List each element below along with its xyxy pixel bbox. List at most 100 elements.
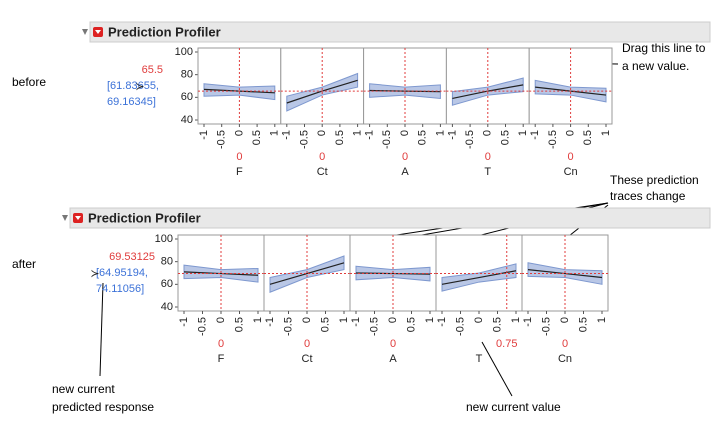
factor-name: A — [401, 166, 409, 178]
x-tick-label: -0.5 — [464, 130, 476, 149]
current-value[interactable]: 0 — [236, 151, 242, 163]
predicted-response: 65.5 — [142, 64, 163, 76]
current-value[interactable]: 0 — [304, 338, 310, 350]
x-tick-label: 1 — [510, 317, 522, 323]
current-value[interactable]: 0 — [218, 338, 224, 350]
response-marker: ≻ — [90, 268, 99, 280]
y-tick-label: 100 — [175, 46, 193, 58]
x-tick-label: 0 — [399, 130, 411, 136]
x-tick-label: -1 — [364, 130, 376, 140]
x-tick-label: 1 — [424, 317, 436, 323]
factor-name: F — [236, 166, 243, 178]
disclosure-icon[interactable] — [62, 215, 68, 221]
x-tick-label: 0 — [233, 130, 245, 136]
x-tick-label: 0.5 — [334, 130, 346, 145]
x-tick-label: 0.5 — [405, 317, 417, 332]
prediction-trace — [269, 262, 345, 285]
x-tick-label: -0.5 — [196, 317, 208, 336]
x-tick-label: 0.5 — [417, 130, 429, 145]
x-tick-label: 0 — [316, 130, 328, 136]
x-tick-label: 0 — [565, 130, 577, 136]
annotation: predicted response — [52, 400, 154, 414]
profiler-title: Prediction Profiler — [108, 24, 221, 39]
current-value[interactable]: 0 — [402, 151, 408, 163]
prediction-trace — [527, 269, 603, 279]
factor-name: A — [389, 353, 397, 365]
prediction-interval: 74.11056] — [96, 283, 144, 295]
header-bar — [89, 21, 711, 43]
prediction-trace — [441, 270, 517, 285]
annotation: new current value — [466, 400, 561, 414]
x-tick-label: -1 — [529, 130, 541, 140]
current-value[interactable]: 0 — [319, 151, 325, 163]
x-tick-label: 0.5 — [491, 317, 503, 332]
y-tick-label: 80 — [181, 69, 193, 81]
x-tick-label: 0.5 — [582, 130, 594, 145]
annotation: new current — [52, 382, 115, 396]
x-tick-label: 0 — [387, 317, 399, 323]
x-tick-label: -0.5 — [540, 317, 552, 336]
x-tick-label: 1 — [338, 317, 350, 323]
x-tick-label: -0.5 — [454, 317, 466, 336]
annotation: a new value. — [622, 59, 689, 73]
x-tick-label: -0.5 — [381, 130, 393, 149]
x-tick-label: 0 — [482, 130, 494, 136]
x-tick-label: -1 — [264, 317, 276, 327]
predicted-response: 69.53125 — [109, 251, 155, 263]
disclosure-icon[interactable] — [82, 29, 88, 35]
x-tick-label: 0.5 — [499, 130, 511, 145]
factor-name: T — [476, 353, 483, 365]
current-value[interactable]: 0 — [485, 151, 491, 163]
prediction-interval: 69.16345] — [107, 96, 156, 108]
menu-arrow — [95, 30, 101, 34]
x-tick-label: 1 — [269, 130, 281, 136]
y-tick-label: 40 — [161, 301, 173, 313]
factor-name: Cn — [558, 353, 572, 365]
x-tick-label: -1 — [446, 130, 458, 140]
x-tick-label: 0 — [559, 317, 571, 323]
x-tick-label: 0.5 — [577, 317, 589, 332]
profiler-title: Prediction Profiler — [88, 210, 201, 225]
y-tick-label: 60 — [161, 278, 173, 290]
annotation: traces change — [610, 189, 686, 203]
factor-name: Cn — [564, 166, 578, 178]
x-tick-label: 1 — [252, 317, 264, 323]
x-tick-label: 0 — [215, 317, 227, 323]
x-tick-label: -0.5 — [547, 130, 559, 149]
y-tick-label: 60 — [181, 91, 193, 103]
x-tick-label: -1 — [522, 317, 534, 327]
prediction-trace — [355, 272, 431, 275]
x-tick-label: 1 — [596, 317, 608, 323]
menu-arrow — [75, 216, 81, 220]
header-bar — [69, 207, 711, 229]
x-tick-label: 1 — [517, 130, 529, 136]
annotation: These prediction — [610, 173, 699, 187]
x-tick-label: -1 — [436, 317, 448, 327]
x-tick-label: -1 — [198, 130, 210, 140]
x-tick-label: -0.5 — [282, 317, 294, 336]
current-value[interactable]: 0 — [568, 151, 574, 163]
x-tick-label: 1 — [600, 130, 612, 136]
annotation: Drag this line to — [622, 41, 706, 55]
x-tick-label: -0.5 — [216, 130, 228, 149]
x-tick-label: 0 — [473, 317, 485, 323]
factor-name: T — [484, 166, 491, 178]
x-tick-label: 1 — [434, 130, 446, 136]
x-tick-label: 0.5 — [233, 317, 245, 332]
x-tick-label: -1 — [178, 317, 190, 327]
y-tick-label: 80 — [161, 256, 173, 268]
x-tick-label: -1 — [350, 317, 362, 327]
before-label: before — [12, 75, 46, 89]
x-tick-label: -0.5 — [368, 317, 380, 336]
prediction-interval: [64.95194, — [96, 267, 148, 279]
factor-name: F — [218, 353, 225, 365]
x-tick-label: 0.5 — [319, 317, 331, 332]
current-value[interactable]: 0 — [562, 338, 568, 350]
factor-name: Ct — [302, 353, 313, 365]
current-value[interactable]: 0.75 — [496, 338, 517, 350]
x-tick-label: 0 — [301, 317, 313, 323]
response-marker: ≻ — [135, 81, 144, 93]
current-value[interactable]: 0 — [390, 338, 396, 350]
